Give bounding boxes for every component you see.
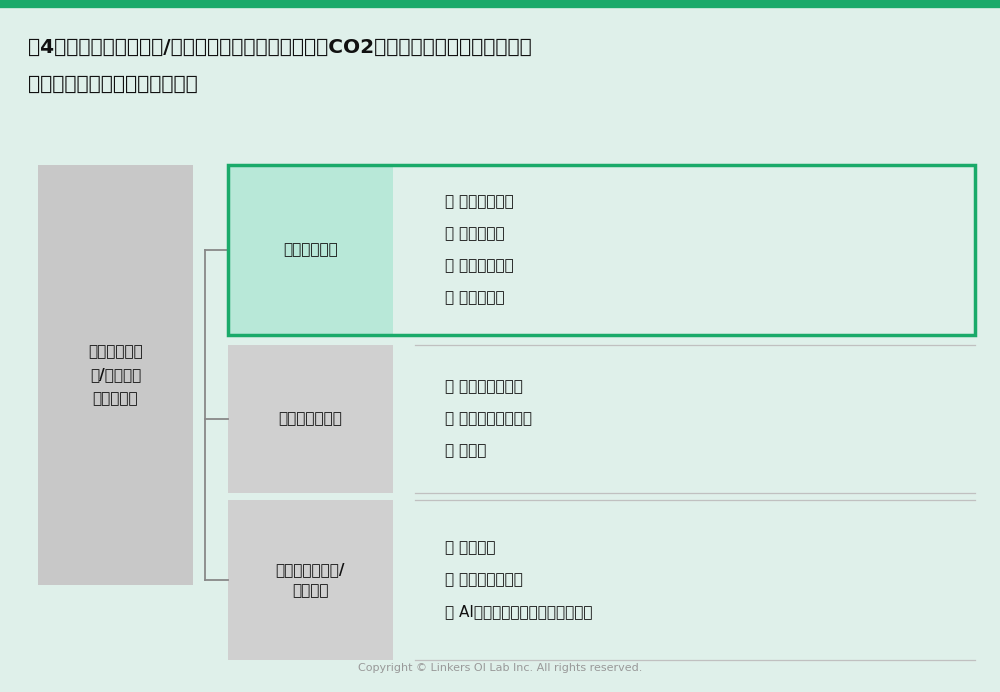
Text: ・ その他: ・ その他 — [445, 444, 486, 459]
Text: ・ AIによる材料合成・製造効率化: ・ AIによる材料合成・製造効率化 — [445, 605, 592, 619]
FancyBboxPatch shape — [228, 345, 393, 493]
Text: ・ 水環境の可視化: ・ 水環境の可視化 — [445, 379, 523, 394]
Text: 資源の利用低減/
有効活用: 資源の利用低減/ 有効活用 — [276, 562, 345, 598]
Text: ・ 空気環境の可視化: ・ 空気環境の可視化 — [445, 412, 532, 426]
Text: 第4部「環境汚染の低減/希少資源の有効活用」では、CO2削減に留まらない環境負荷低: 第4部「環境汚染の低減/希少資源の有効活用」では、CO2削減に留まらない環境負荷… — [28, 38, 532, 57]
Text: ・ 廃棄物の減容: ・ 廃棄物の減容 — [445, 194, 514, 210]
Text: 汚染低減技術: 汚染低減技術 — [283, 242, 338, 257]
Text: 汚染可視化技術: 汚染可視化技術 — [279, 412, 342, 426]
Text: 減技術について幅広く調査した: 減技術について幅広く調査した — [28, 75, 198, 94]
Text: ・ 水の節約: ・ 水の節約 — [445, 540, 496, 556]
Text: ・ 希少資源の節約: ・ 希少資源の節約 — [445, 572, 523, 588]
FancyBboxPatch shape — [38, 165, 193, 585]
Text: Copyright © Linkers OI Lab Inc. All rights reserved.: Copyright © Linkers OI Lab Inc. All righ… — [358, 663, 642, 673]
FancyBboxPatch shape — [228, 165, 393, 335]
FancyBboxPatch shape — [228, 500, 393, 660]
Text: ・ 空気の清浄化: ・ 空気の清浄化 — [445, 259, 514, 273]
Text: ・ 水の清浄化: ・ 水の清浄化 — [445, 226, 505, 242]
Text: ・ 土壌の改善: ・ 土壌の改善 — [445, 291, 505, 305]
Text: 環境汚染の低
減/希少資源
の有効活用: 環境汚染の低 減/希少資源 の有効活用 — [88, 344, 143, 406]
